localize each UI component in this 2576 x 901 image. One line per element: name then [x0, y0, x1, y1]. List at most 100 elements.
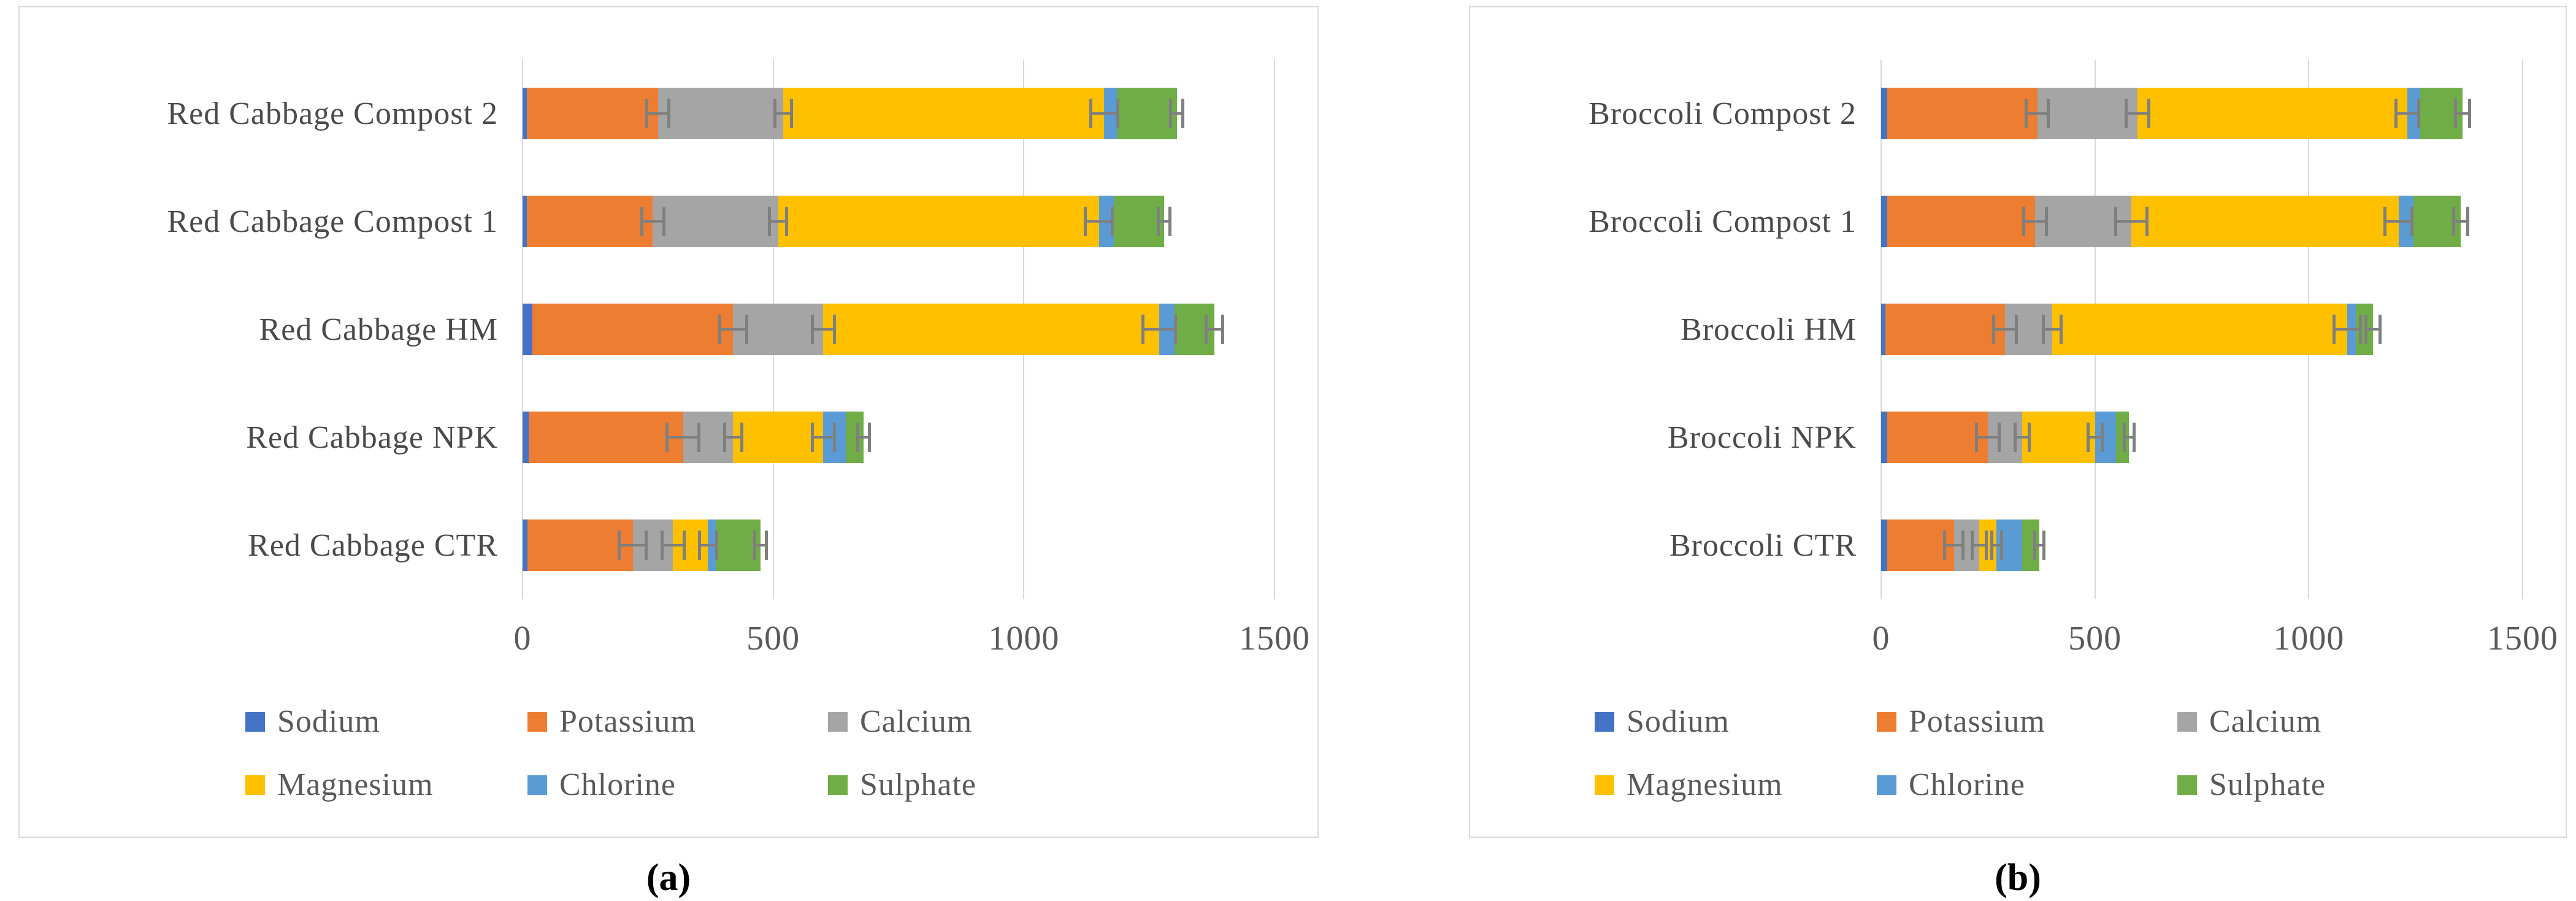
error-bar-potassium — [2024, 99, 2050, 128]
bar-segment-potassium — [1887, 88, 2037, 139]
gridline — [1274, 59, 1275, 599]
error-bar-line — [1993, 544, 2000, 546]
error-bar-line — [1978, 436, 1998, 439]
error-bar-calcium — [2014, 423, 2031, 452]
bar-segment-sulphate — [1116, 88, 1177, 139]
bar-row — [523, 59, 1275, 167]
bar-segment-sodium — [523, 412, 529, 463]
bar-row — [1881, 167, 2523, 275]
category-label: Broccoli NPK — [1667, 420, 1857, 455]
x-axis-ticks: 0 500 1000 1500 — [1873, 599, 2558, 667]
error-bar-line — [663, 544, 683, 546]
error-bar-sulphate — [1156, 207, 1172, 236]
error-bar-line — [776, 112, 791, 115]
bars — [1881, 59, 2523, 599]
bar-segment-calcium — [2037, 88, 2138, 139]
bar-segment-sodium — [1881, 304, 1885, 355]
category-label: Red Cabbage HM — [259, 312, 498, 347]
error-bar-line — [2117, 220, 2145, 223]
x-tick-label: 0 — [513, 619, 532, 658]
error-bar-potassium — [645, 99, 671, 128]
bar-segment-potassium — [528, 412, 683, 463]
bar-segment-sodium — [523, 304, 533, 355]
bar-segment-sulphate — [1114, 196, 1165, 247]
legend-label: Sodium — [277, 704, 380, 739]
legend-label: Chlorine — [1909, 767, 2025, 802]
legend-label: Magnesium — [277, 767, 434, 802]
legend-label: Sulphate — [2209, 767, 2326, 802]
legend-label: Magnesium — [1627, 767, 1783, 802]
bar-row — [1881, 59, 2523, 167]
panel-label-a: (a) — [646, 857, 691, 899]
bar-segment-magnesium — [2022, 412, 2095, 463]
bar-segment-calcium — [653, 196, 778, 247]
bar-row — [523, 275, 1275, 383]
stacked-bar — [523, 88, 1275, 139]
x-tick-label: 1000 — [988, 619, 1060, 658]
error-bar-line — [1087, 220, 1111, 223]
error-bar-line — [1092, 112, 1116, 115]
error-bar-calcium — [2041, 315, 2063, 344]
error-bar-potassium — [618, 531, 648, 560]
stacked-bar — [523, 196, 1275, 247]
error-bar-line — [643, 220, 662, 223]
legend-item-chlorine: Chlorine — [1877, 767, 2177, 803]
category-label: Red Cabbage Compost 2 — [167, 96, 498, 131]
category-label: Broccoli HM — [1681, 312, 1857, 347]
error-bar-line — [1172, 112, 1181, 115]
chart-panel-red-cabbage: Red Cabbage Compost 2 Red Cabbage Compost… — [18, 6, 1319, 838]
bar-segment-sulphate — [715, 520, 761, 571]
category-label: Red Cabbage NPK — [246, 420, 498, 455]
bar-segment-sodium — [1881, 88, 1888, 139]
stacked-bar — [523, 304, 1275, 355]
x-axis-ticks: 0 500 1000 1500 — [514, 599, 1310, 667]
stacked-bar — [523, 412, 1275, 463]
error-bar-line — [2036, 544, 2043, 546]
error-bar-calcium — [2125, 99, 2151, 128]
panel-b-column: Broccoli Compost 2 Broccoli Compost 1 Broc… — [1469, 6, 2567, 900]
bar-segment-magnesium — [733, 412, 824, 463]
error-bar-calcium — [810, 315, 836, 344]
error-bar-magnesium — [698, 531, 718, 560]
error-bar-sulphate — [1169, 99, 1184, 128]
plot-grid: Broccoli Compost 2 Broccoli Compost 1 Broc… — [1489, 59, 2558, 667]
error-bar-magnesium — [2332, 315, 2363, 344]
stacked-bar — [1881, 412, 2523, 463]
legend-swatch-magnesium — [245, 775, 265, 795]
panel-a-column: Red Cabbage Compost 2 Red Cabbage Compost… — [18, 6, 1319, 900]
x-tick-label: 0 — [1872, 619, 1890, 658]
bar-segment-magnesium — [2137, 88, 2407, 139]
error-bar-sulphate — [2451, 207, 2469, 236]
error-bar-potassium — [1943, 531, 1965, 560]
bar-segment-magnesium — [823, 304, 1159, 355]
error-bar-sulphate — [2033, 531, 2046, 560]
legend-swatch-magnesium — [1595, 775, 1614, 795]
error-bar-potassium — [2022, 207, 2048, 236]
error-bar-line — [2128, 112, 2148, 115]
error-bar-sulphate — [2454, 99, 2472, 128]
gridline — [2522, 59, 2523, 599]
error-bar-line — [1974, 544, 1985, 546]
legend-item-potassium: Potassium — [527, 704, 828, 740]
error-bar-line — [756, 544, 765, 546]
legend: Sodium Potassium Calcium Magnesium Chlorine S… — [1489, 704, 2523, 803]
error-bar-line — [2125, 436, 2133, 439]
legend-swatch-calcium — [828, 711, 848, 732]
error-bar-potassium — [665, 423, 701, 452]
legend-swatch-sulphate — [2177, 775, 2197, 795]
legend-swatch-chlorine — [527, 775, 547, 795]
bar-segment-potassium — [1887, 196, 2036, 247]
error-bar-line — [701, 544, 715, 546]
legend-item-magnesium: Magnesium — [245, 767, 527, 803]
stacked-bar — [1881, 196, 2523, 247]
bar-row — [1881, 491, 2523, 599]
error-bar-line — [2025, 220, 2045, 223]
error-bar-line — [1946, 544, 1961, 546]
legend-label: Sodium — [1627, 704, 1730, 739]
bar-segment-potassium — [1885, 304, 2006, 355]
bar-segment-sodium — [523, 196, 527, 247]
error-bar-line — [1159, 220, 1169, 223]
error-bar-potassium — [640, 207, 665, 236]
bar-segment-sodium — [1881, 520, 1888, 571]
